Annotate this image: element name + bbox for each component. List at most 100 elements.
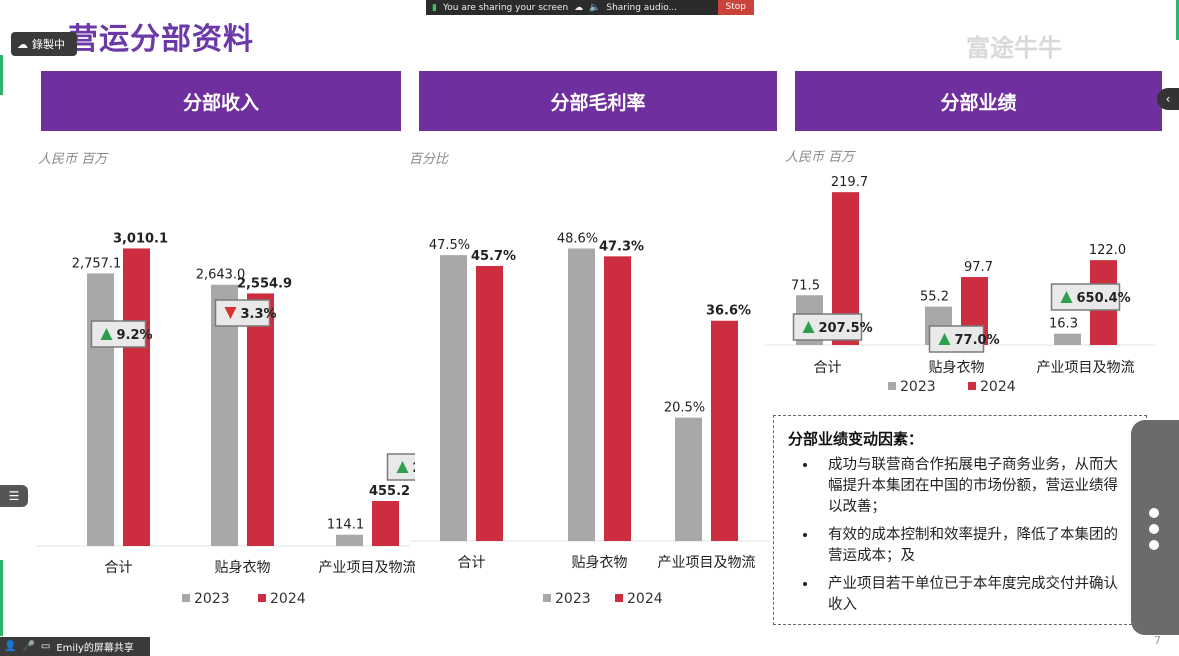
cloud-icon: ☁ [574,2,584,13]
audio-text: Sharing audio... [606,2,678,13]
category-label: 合计 [814,360,842,376]
legend-label: 2023 [900,379,936,395]
legend-swatch-2023 [182,594,190,602]
legend-label: 2023 [555,591,591,607]
data-label: 97.7 [964,260,993,275]
stop-share-button[interactable]: Stop [717,0,754,15]
screen-edge-left-top [0,55,3,95]
data-label: 114.1 [327,518,364,533]
data-label: 455.2 [369,484,410,499]
data-label: 20.5% [664,401,705,416]
legend-swatch-2024 [968,382,976,390]
factors-list: 成功与联营商合作拓展电子商务业务，从而大幅提升本集团在中国的市场份额，营运业绩得… [788,455,1132,616]
bar-2024 [372,501,399,546]
bar-2024 [247,293,274,546]
screen-edge-right-top [1176,0,1179,40]
data-label: 71.5 [791,278,820,293]
up-arrow-icon [938,333,951,345]
share-owner-label: Emily的屏幕共享 [56,643,134,654]
factor-item: 产业项目若干单位已于本年度完成交付并确认收入 [818,574,1132,616]
recording-indicator[interactable]: ☁ 錄製中 [11,32,77,56]
data-label: 2,643.0 [196,268,246,283]
up-arrow-icon [396,461,409,473]
category-label: 贴身衣物 [572,555,628,571]
results-chart: 71.5 219.7 合计 207.5% 55.2 97.7 贴身衣物 77.0% 16.3 12… [765,175,1155,395]
screen-share-status-bar: 👤 🎤 ▭ Emily的屏幕共享 [0,637,150,656]
factor-item: 成功与联营商合作拓展电子商务业务，从而大幅提升本集团在中国的市场份额，营运业绩得… [818,455,1132,518]
results-panel-header: 分部业绩 [795,71,1162,131]
change-label: 298.9% [413,461,416,476]
bar-2024 [476,265,503,541]
change-label: 207.5% [819,321,873,336]
legend-label: 2024 [627,591,663,607]
more-dot [1149,524,1159,534]
data-label: 219.7 [831,175,868,190]
data-label: 55.2 [920,290,949,305]
legend-label: 2023 [194,591,230,607]
category-label: 合计 [105,560,133,576]
legend-swatch-2024 [258,594,266,602]
bar-2023 [568,248,595,541]
list-icon[interactable]: ☰ [0,485,28,507]
page-number: 7 [1154,634,1161,647]
screen-edge-left-bottom [0,560,3,636]
change-label: 3.3% [241,307,277,322]
person-icon[interactable]: 👤 [4,641,17,652]
data-label: 36.6% [706,304,751,319]
data-label: 48.6% [557,232,598,247]
screen-icon[interactable]: ▭ [40,641,51,652]
margin-panel-header: 分部毛利率 [419,71,777,131]
data-label: 47.3% [599,239,644,254]
change-badge [90,320,147,348]
speaker-icon: 🔈 [589,2,601,13]
change-badge [214,299,271,327]
bar-2024 [123,248,150,546]
change-badge [928,325,985,353]
bar-2024 [604,256,631,541]
chevron-left-icon[interactable]: ‹ [1157,88,1179,110]
factors-title: 分部业绩变动因素： [788,430,924,448]
signal-icon: ▮ [432,2,437,13]
data-label: 47.5% [429,238,470,253]
up-arrow-icon [1060,291,1073,303]
bar-2023 [87,273,114,546]
change-label: 650.4% [1077,291,1131,306]
category-label: 贴身衣物 [929,360,985,376]
mic-icon[interactable]: 🎤 [22,641,35,652]
up-arrow-icon [100,328,113,340]
up-arrow-icon [802,321,815,333]
bar-2023 [675,417,702,541]
legend-swatch-2024 [615,594,623,602]
recording-label: 錄製中 [32,38,65,51]
factor-item: 有效的成本控制和效率提升，降低了本集团的营运成本；及 [818,525,1132,567]
change-badge [792,313,863,341]
data-label: 16.3 [1049,317,1078,332]
legend-label: 2024 [980,379,1016,395]
category-label: 产业项目及物流 [1037,360,1135,376]
data-label: 45.7% [471,249,516,264]
change-label: 9.2% [117,328,153,343]
revenue-unit-label: 人民币 百万 [38,152,108,167]
data-label: 2,554.9 [237,276,292,291]
more-dot [1149,508,1159,518]
more-options-panel[interactable] [1131,420,1179,635]
down-arrow-icon [224,307,237,319]
legend-swatch-2023 [888,382,896,390]
more-dot [1149,540,1159,550]
change-label: 77.0% [955,333,1000,348]
category-label: 贴身衣物 [215,560,271,576]
cloud-record-icon: ☁ [17,37,28,51]
factors-box: 分部业绩变动因素： 成功与联营商合作拓展电子商务业务，从而大幅提升本集团在中国的… [773,415,1147,625]
watermark: 富途牛牛 [966,34,1062,62]
sharing-text: You are sharing your screen [442,2,569,13]
bar-2023 [211,284,238,546]
margin-unit-label: 百分比 [409,152,449,167]
bar-2023 [440,255,467,541]
revenue-panel-header: 分部收入 [41,71,401,131]
results-unit-label: 人民币 百万 [785,150,855,165]
category-label: 产业项目及物流 [319,560,416,576]
bar-2023 [1054,333,1081,345]
data-label: 122.0 [1089,243,1126,258]
bar-2024 [711,320,738,541]
screen-share-bar: ▮ You are sharing your screen ☁ 🔈 Sharin… [426,0,754,15]
